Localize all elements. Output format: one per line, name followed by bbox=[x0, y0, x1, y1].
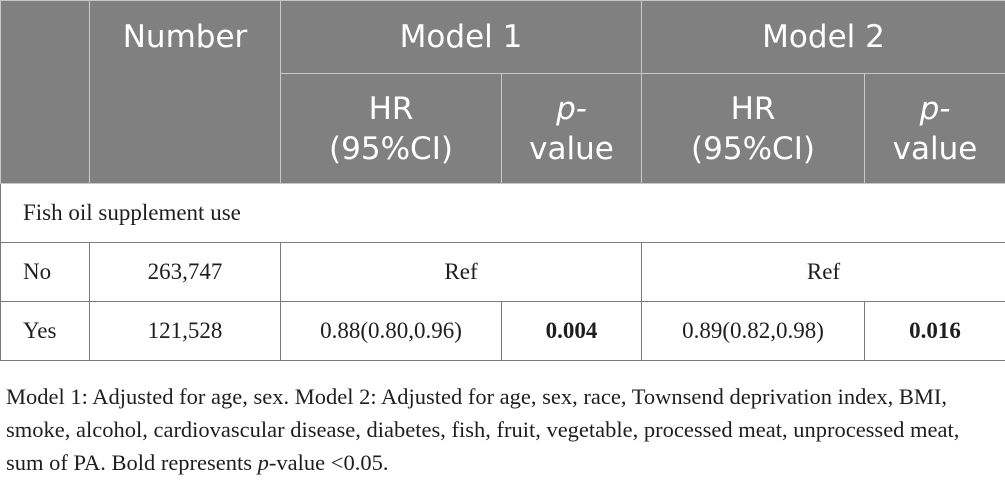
hr-line2: (95%CI) bbox=[691, 130, 815, 167]
p-line2: value bbox=[892, 130, 978, 167]
table-row: No 263,747 Ref Ref bbox=[0, 242, 1005, 302]
footnote-text: Model 1: Adjusted for age, sex. Model 2:… bbox=[6, 384, 960, 475]
p-line2: value bbox=[529, 130, 614, 167]
row-label: No bbox=[0, 242, 90, 302]
footnote-p-italic: p bbox=[257, 450, 269, 475]
number-cell: 121,528 bbox=[89, 301, 281, 361]
table-row-section: Fish oil supplement use bbox=[0, 183, 1005, 243]
hr-line1: HR bbox=[730, 90, 776, 127]
model1-p-header: p- value bbox=[501, 73, 642, 184]
section-label: Fish oil supplement use bbox=[0, 183, 1005, 243]
model2-p-header: p- value bbox=[864, 73, 1005, 184]
hr-line1: HR bbox=[368, 90, 414, 127]
results-table: Number Model 1 Model 2 HR (95%CI) p- val… bbox=[0, 0, 1005, 361]
row-label-header bbox=[0, 0, 90, 184]
model1-ref-cell: Ref bbox=[280, 242, 642, 302]
row-label: Yes bbox=[0, 301, 90, 361]
table-row: Yes 121,528 0.88(0.80,0.96) 0.004 0.89(0… bbox=[0, 301, 1005, 361]
number-header-label: Number bbox=[122, 19, 248, 55]
model2-hr-cell: 0.89(0.82,0.98) bbox=[641, 301, 865, 361]
model1-p-cell: 0.004 bbox=[501, 301, 642, 361]
model1-hr-cell: 0.88(0.80,0.96) bbox=[280, 301, 502, 361]
model2-p-cell: 0.016 bbox=[864, 301, 1005, 361]
number-cell: 263,747 bbox=[89, 242, 281, 302]
table-footnote: Model 1: Adjusted for age, sex. Model 2:… bbox=[6, 380, 1001, 479]
hr-line2: (95%CI) bbox=[329, 130, 453, 167]
p-line1: p- bbox=[556, 90, 587, 127]
model2-hr-header: HR (95%CI) bbox=[641, 73, 865, 184]
number-header: Number bbox=[89, 0, 281, 184]
p-line1: p- bbox=[919, 90, 951, 127]
footnote-text-end: -value <0.05. bbox=[268, 450, 389, 475]
model2-ref-cell: Ref bbox=[641, 242, 1005, 302]
model1-header-label: Model 1 bbox=[399, 19, 523, 55]
model2-header: Model 2 bbox=[641, 0, 1005, 74]
model1-header: Model 1 bbox=[280, 0, 642, 74]
model1-hr-header: HR (95%CI) bbox=[280, 73, 502, 184]
model2-header-label: Model 2 bbox=[762, 19, 885, 55]
